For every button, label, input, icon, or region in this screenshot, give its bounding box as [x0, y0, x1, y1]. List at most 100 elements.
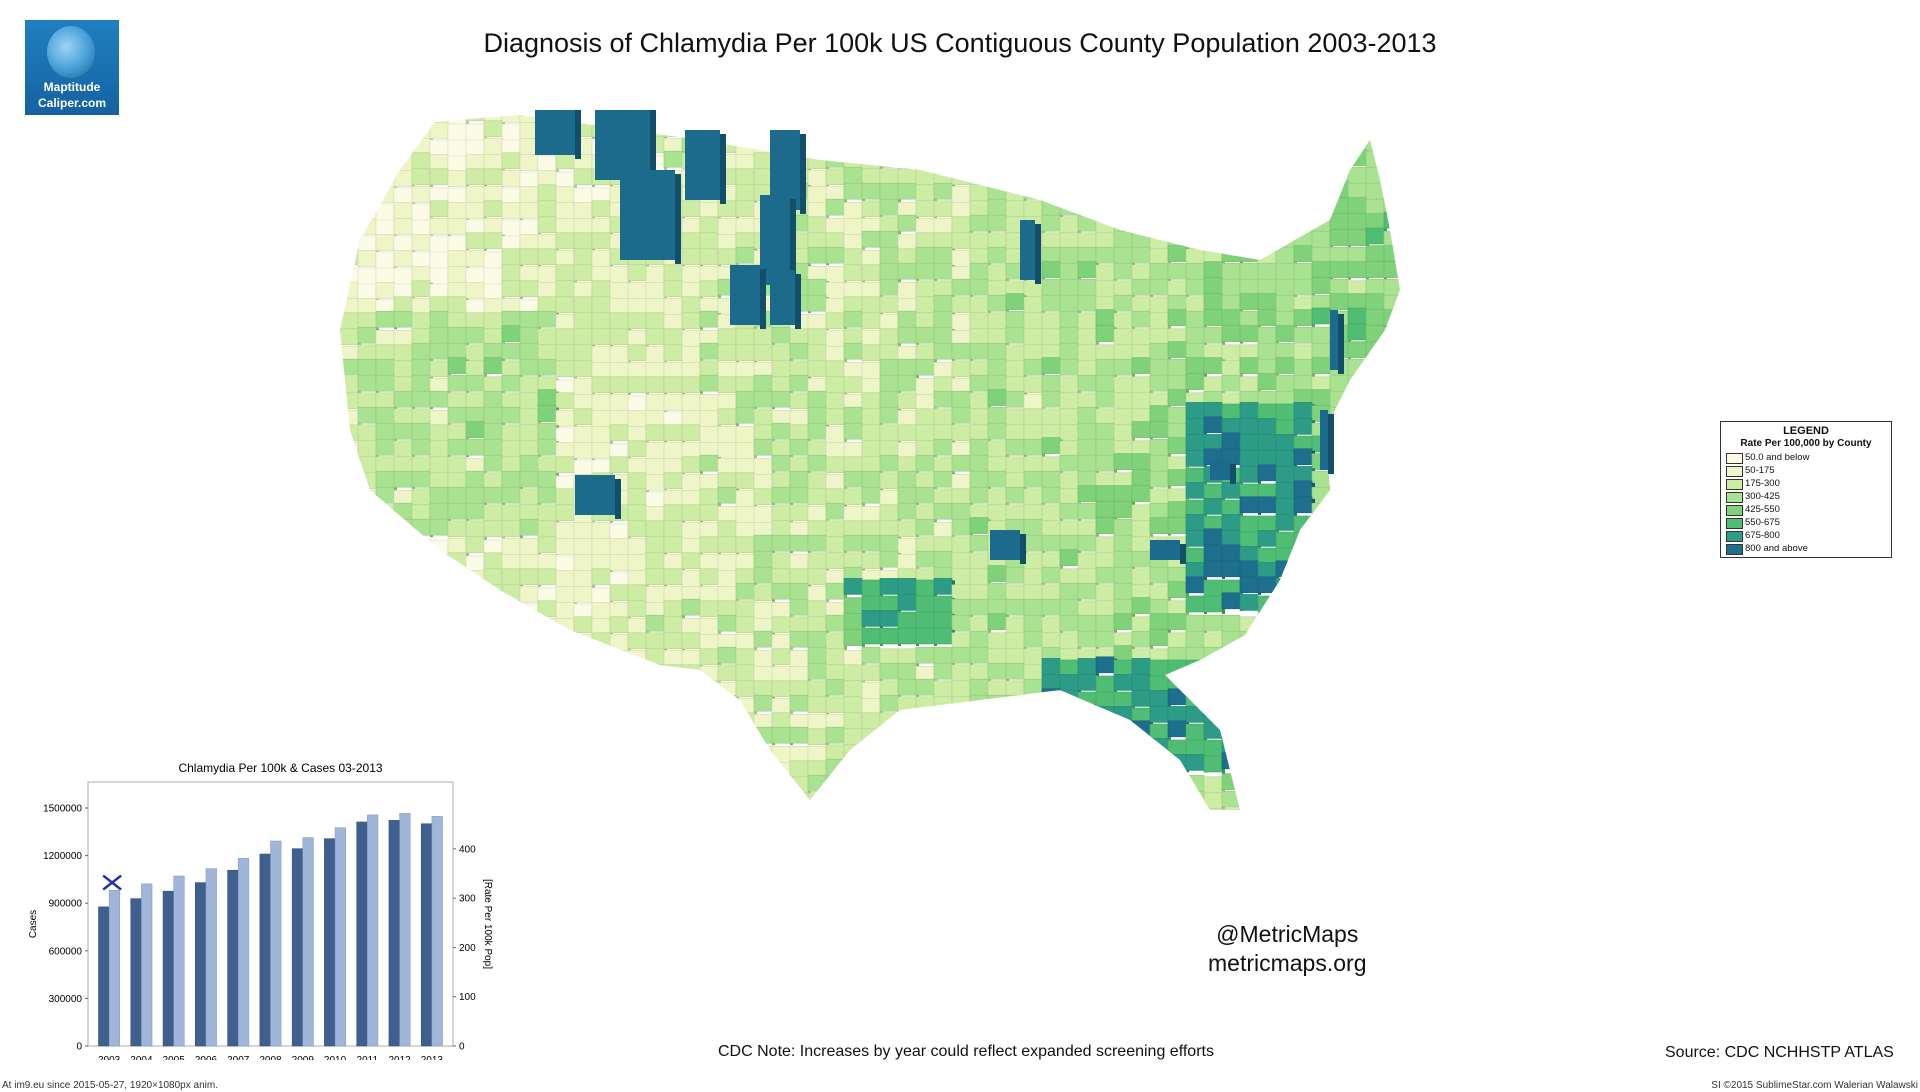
y2-tick-label: 400 — [459, 844, 476, 855]
county-block — [1221, 117, 1243, 136]
county-block — [1365, 646, 1387, 666]
county-block — [969, 726, 991, 746]
county-block — [1420, 535, 1441, 553]
county-block — [1438, 134, 1459, 152]
bar-cases — [324, 838, 336, 1047]
county-block — [969, 760, 991, 779]
county-block — [1149, 789, 1171, 808]
county-block — [1383, 677, 1400, 694]
county-block — [1420, 438, 1441, 456]
county-block — [340, 123, 361, 142]
county-block — [753, 115, 775, 122]
county-block — [1167, 790, 1189, 810]
county-block — [1005, 710, 1027, 730]
legend-swatch — [1726, 544, 1743, 555]
x-tick-label: 2009 — [292, 1055, 315, 1060]
county-block — [357, 115, 379, 125]
county-block — [429, 650, 451, 669]
county-block — [699, 760, 721, 779]
county-block — [1402, 551, 1423, 569]
county-block — [1185, 232, 1207, 251]
county-block — [1347, 629, 1369, 648]
county-block — [1420, 183, 1441, 201]
county-block — [825, 758, 847, 778]
county-block — [1311, 581, 1333, 600]
county-block — [1041, 790, 1063, 810]
county-block — [1149, 214, 1171, 234]
county-block — [933, 115, 955, 122]
county-block — [411, 634, 433, 653]
bar-rate — [431, 816, 443, 1047]
county-block — [1420, 359, 1441, 377]
county-block — [1023, 741, 1045, 760]
county-block — [1077, 808, 1097, 810]
county-block — [1365, 677, 1387, 696]
county-block — [1293, 592, 1315, 611]
county-block — [1185, 165, 1207, 184]
globe-head-icon — [47, 26, 95, 78]
county-block — [969, 134, 991, 154]
county-block — [429, 682, 451, 701]
county-block — [411, 714, 433, 733]
county-block — [1239, 120, 1261, 139]
county-block — [1257, 722, 1279, 741]
county-block — [1041, 115, 1063, 122]
county-block — [1347, 789, 1369, 808]
legend-item: 550-675 — [1721, 517, 1891, 530]
county-block — [1311, 806, 1333, 810]
county-block — [1077, 198, 1099, 218]
county-block — [645, 744, 667, 763]
county-block — [1257, 168, 1279, 187]
county-block — [897, 136, 919, 155]
county-block — [519, 682, 541, 701]
county-block — [1383, 741, 1400, 758]
county-block — [699, 680, 721, 699]
legend-subtitle: Rate Per 100,000 by County — [1740, 438, 1872, 449]
county-block — [627, 664, 649, 683]
county-block — [393, 618, 415, 637]
county-block — [933, 136, 955, 155]
county-block — [1095, 152, 1117, 171]
county-block — [879, 120, 901, 139]
county-block — [1059, 754, 1081, 773]
county-block — [340, 666, 361, 685]
county-block — [1383, 309, 1400, 326]
county-block — [1402, 678, 1423, 696]
county-block — [375, 122, 397, 141]
county-block — [1402, 615, 1423, 633]
county-block — [987, 760, 1009, 779]
county-block — [1329, 133, 1351, 152]
county-block — [1383, 371, 1400, 389]
county-block — [1420, 166, 1441, 184]
county-block — [717, 808, 737, 810]
x-tick-label: 2008 — [259, 1055, 282, 1060]
county-block — [1167, 165, 1189, 184]
county-block — [1113, 806, 1135, 810]
county-block — [1383, 357, 1400, 374]
county-block — [1402, 391, 1423, 409]
county-block — [429, 554, 451, 573]
county-block — [1365, 374, 1387, 394]
county-block — [537, 696, 559, 715]
county-block — [1293, 152, 1315, 171]
county-block — [555, 650, 577, 669]
county-block — [1329, 597, 1351, 616]
county-block — [1113, 115, 1135, 120]
bar-rate — [108, 890, 121, 1047]
county-block — [1311, 182, 1333, 202]
county-block — [375, 731, 397, 750]
county-block — [357, 715, 379, 734]
county-block — [825, 792, 847, 810]
county-block — [1365, 694, 1387, 714]
county-block — [663, 746, 685, 765]
county-block — [1402, 726, 1423, 744]
county-block — [1203, 134, 1225, 154]
county-block — [933, 774, 955, 794]
county-block — [1438, 791, 1459, 809]
county-block — [1420, 500, 1441, 518]
county-block — [1420, 110, 1441, 118]
legend-label: 50-175 — [1745, 465, 1775, 476]
county-block — [1203, 166, 1225, 186]
county-block — [1293, 115, 1315, 122]
county-block — [1329, 582, 1351, 602]
